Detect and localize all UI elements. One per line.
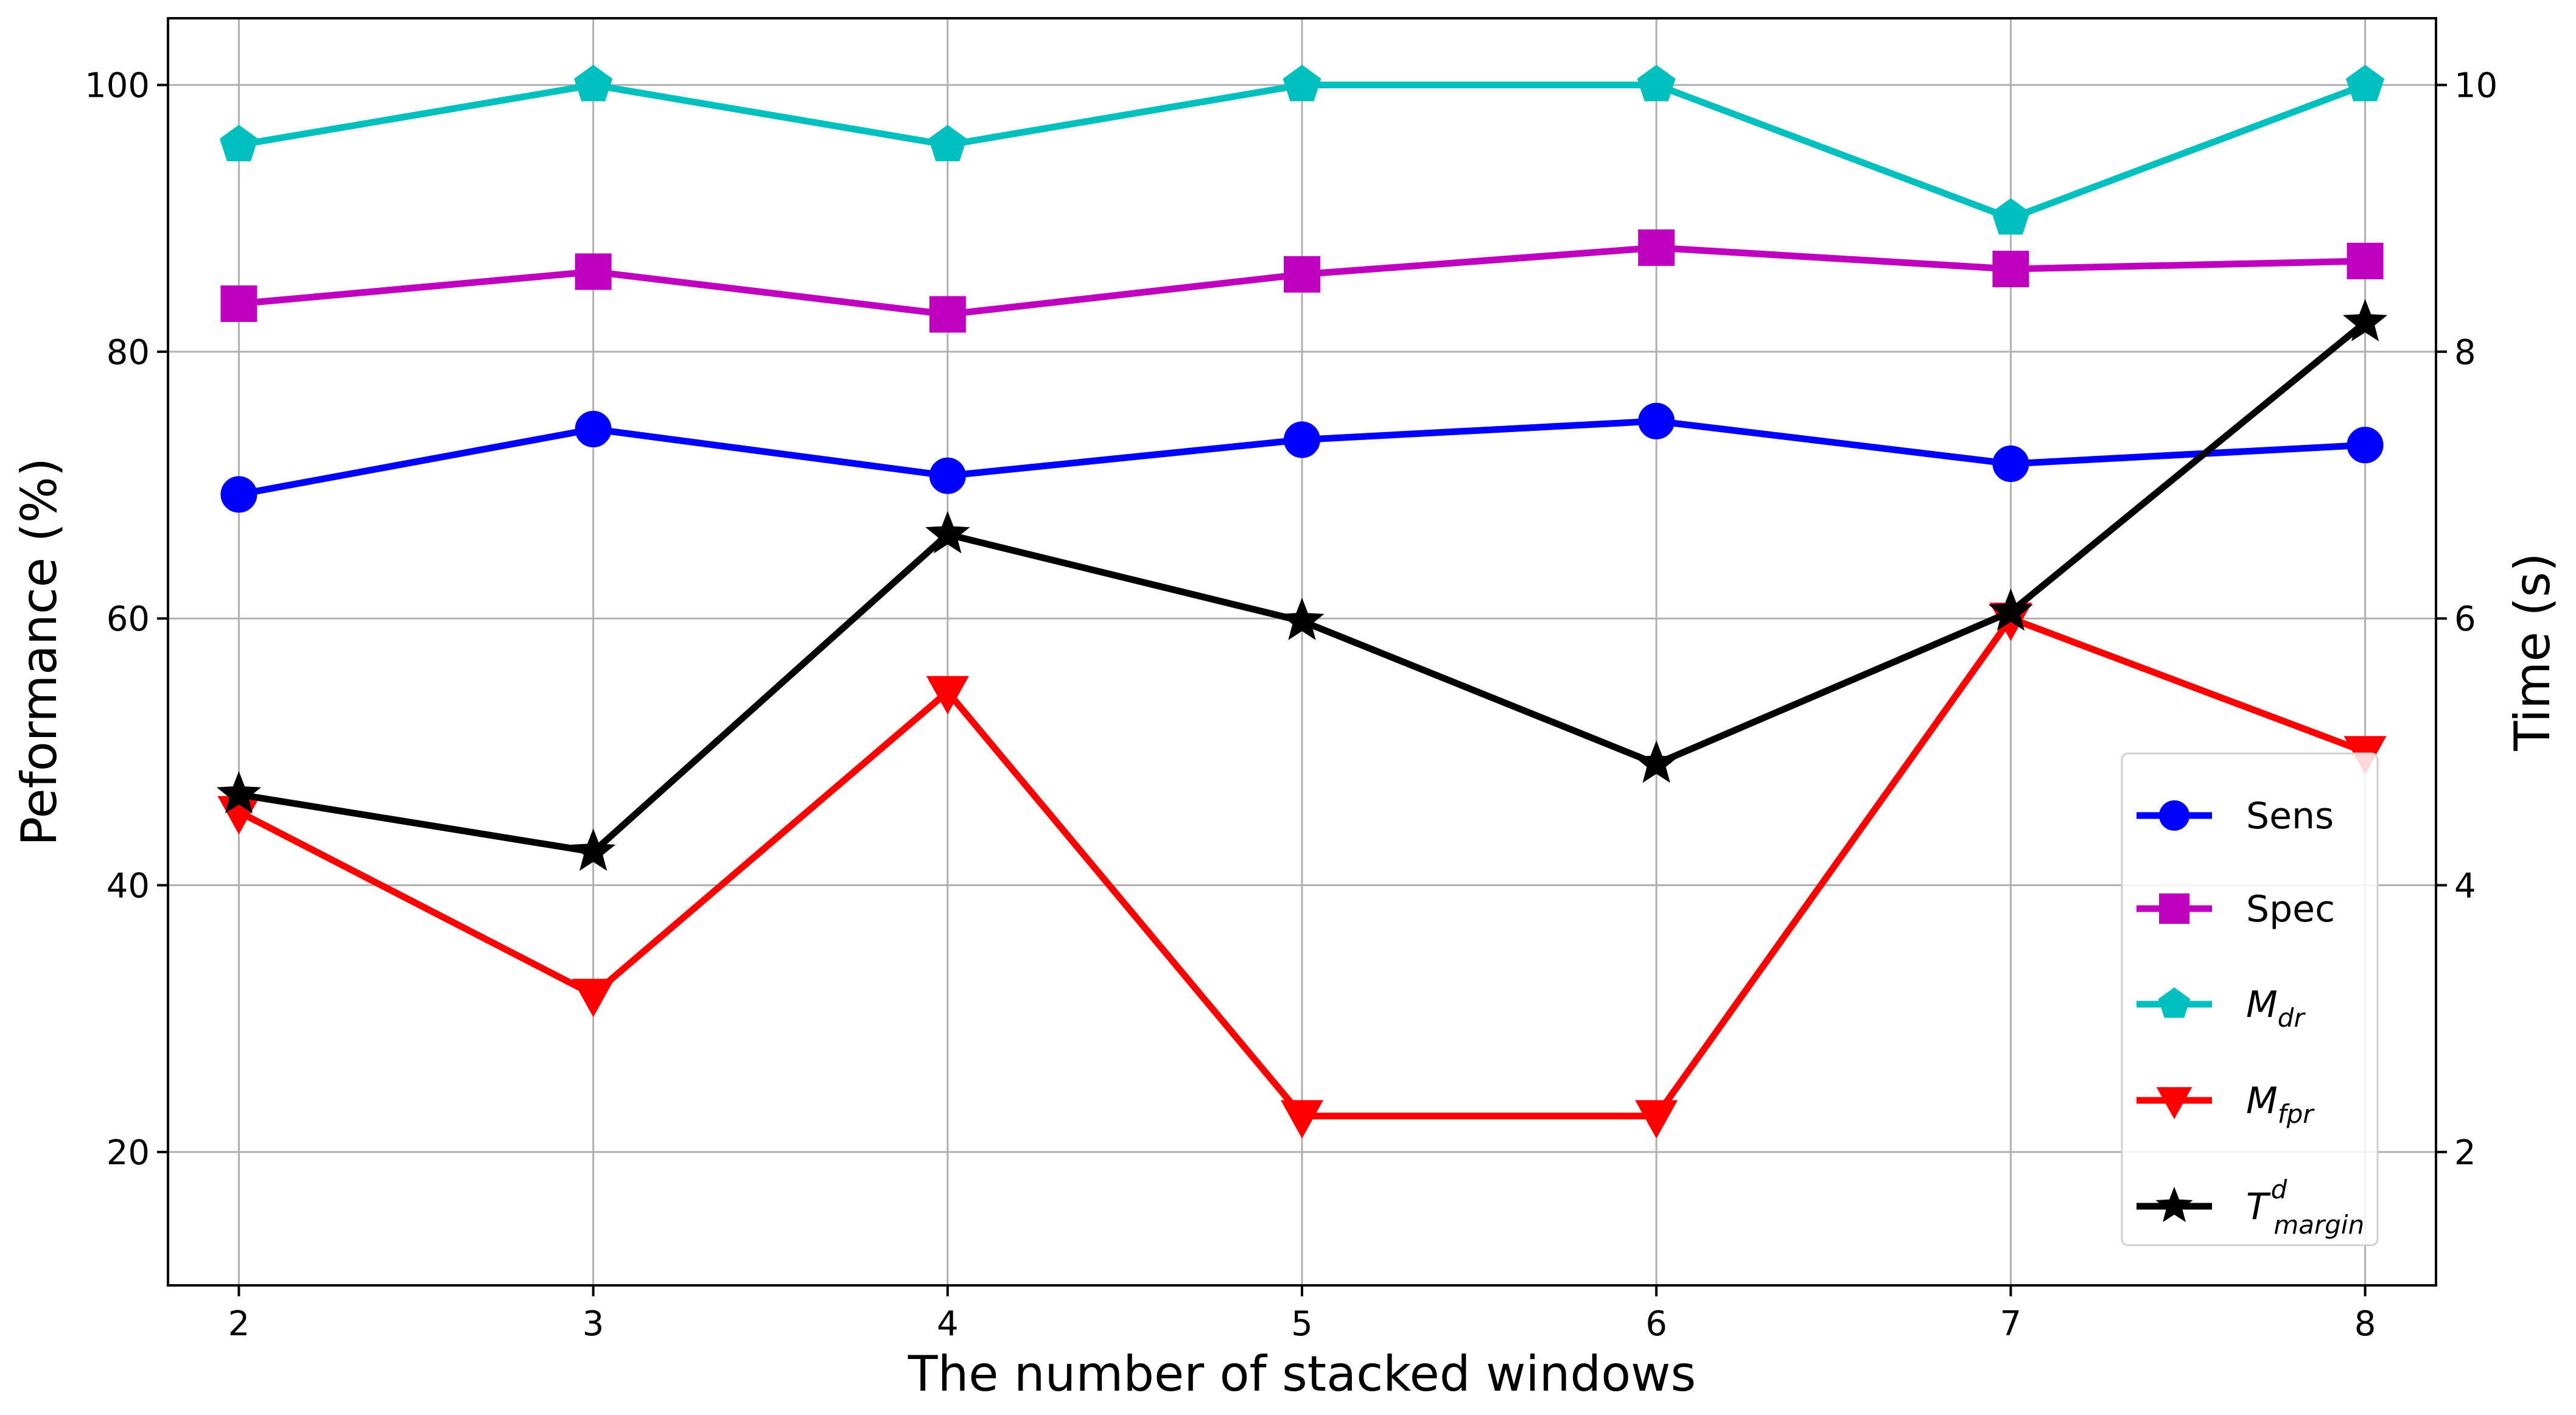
circle-marker — [575, 411, 612, 448]
y-axis-label: Peformance (%) — [11, 458, 68, 846]
x-tick-label: 2 — [228, 1304, 250, 1344]
x-tick-label: 4 — [937, 1304, 959, 1344]
series-spec — [220, 229, 2384, 333]
legend-label: Mdr — [2246, 984, 2306, 1033]
x-tick-label: 8 — [2354, 1304, 2376, 1344]
x-tick-label: 7 — [2000, 1304, 2022, 1344]
y-tick-label: 80 — [107, 333, 150, 372]
y2-tick-label: 10 — [2454, 66, 2497, 106]
series-tmargin — [216, 299, 2388, 871]
star-marker — [925, 511, 970, 554]
pentagon-marker — [2158, 987, 2191, 1018]
legend-item: Sens — [2137, 795, 2334, 837]
legend: Sens Spec Mdr Mfpr Td margin — [2121, 752, 2379, 1246]
y-tick-label: 20 — [107, 1133, 150, 1173]
x-tick-label: 5 — [1291, 1304, 1313, 1344]
y2-tick-label: 2 — [2454, 1133, 2476, 1173]
triangle-down-marker — [572, 979, 615, 1018]
pentagon-marker — [574, 65, 613, 102]
square-marker — [1284, 256, 1320, 293]
pentagon-marker — [2346, 65, 2385, 102]
square-marker — [929, 296, 966, 333]
square-marker — [1992, 251, 2029, 288]
star-marker — [216, 771, 262, 814]
legend-label: Spec — [2246, 888, 2335, 931]
y2-tick-label: 6 — [2454, 599, 2476, 639]
star-marker — [1279, 598, 1325, 640]
legend-item: Spec — [2137, 888, 2335, 931]
series-layer — [216, 65, 2388, 1139]
star-marker — [2155, 1186, 2193, 1223]
pentagon-marker — [1283, 65, 1321, 102]
x-tick-label: 3 — [583, 1304, 604, 1344]
pentagon-marker — [928, 125, 967, 161]
triangle-down-marker — [2156, 1087, 2193, 1120]
circle-marker — [2347, 427, 2384, 464]
legend-box — [2121, 752, 2379, 1246]
legend-item: Mfpr — [2137, 1080, 2315, 1129]
star-marker — [571, 828, 616, 871]
pentagon-marker — [1637, 65, 1676, 102]
square-marker — [220, 285, 257, 322]
x-tick-label: 6 — [1645, 1304, 1667, 1344]
square-marker — [2159, 893, 2189, 924]
y-tick-label: 40 — [107, 867, 150, 906]
circle-marker — [2159, 800, 2189, 831]
series-sens — [220, 402, 2384, 513]
pentagon-marker — [1991, 198, 2030, 235]
x-axis-label: The number of stacked windows — [908, 1346, 1696, 1402]
y2-tick-label: 8 — [2454, 333, 2476, 372]
legend-item: Td margin — [2137, 1175, 2364, 1240]
star-marker — [2342, 299, 2388, 341]
star-marker — [1634, 740, 1679, 783]
square-marker — [2347, 242, 2384, 279]
y2-axis-label: Time (s) — [2504, 553, 2561, 751]
triangle-down-marker — [1280, 1100, 1324, 1139]
pentagon-marker — [219, 125, 258, 161]
triangle-down-marker — [926, 676, 969, 714]
square-marker — [575, 253, 612, 290]
y-tick-label: 100 — [85, 66, 150, 106]
circle-marker — [929, 457, 966, 494]
legend-label: Td margin — [2246, 1175, 2364, 1240]
circle-marker — [1992, 445, 2029, 482]
ticks-layer: 2 3 4 5 6 7 8 20 40 60 80 100 2 4 6 8 10 — [85, 66, 2497, 1344]
y2-tick-label: 4 — [2454, 867, 2476, 906]
circle-marker — [220, 476, 257, 513]
y-tick-label: 60 — [107, 599, 150, 639]
square-marker — [1638, 229, 1675, 266]
legend-item: Mdr — [2137, 984, 2306, 1033]
series-mdr — [219, 65, 2385, 235]
legend-label: Sens — [2246, 795, 2334, 837]
legend-label: Mfpr — [2246, 1080, 2315, 1129]
star-marker — [1988, 588, 2033, 631]
circle-marker — [1284, 421, 1320, 458]
circle-marker — [1638, 402, 1675, 439]
triangle-down-marker — [1635, 1100, 1678, 1139]
